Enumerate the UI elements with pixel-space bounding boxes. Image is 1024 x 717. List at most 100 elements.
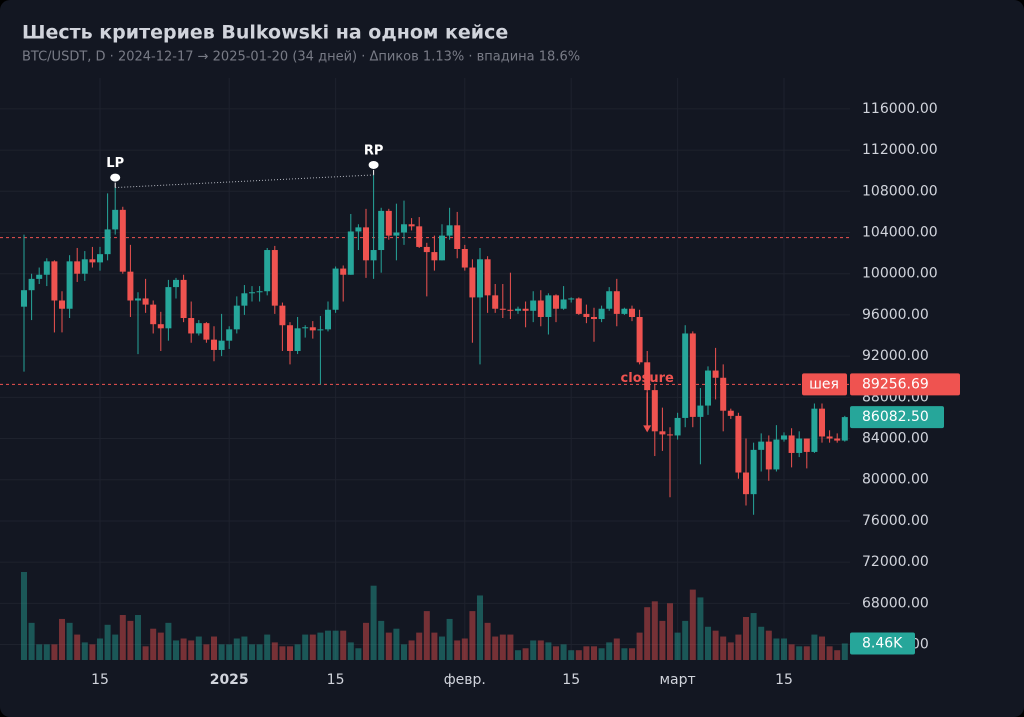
candle-body [165,287,172,329]
y-tick-label: 76000.00 [862,513,929,529]
volume-bar [712,630,719,660]
x-tick-label: 2025 [210,672,249,688]
x-tick-label: февр. [444,672,486,688]
volume-bar [249,644,255,660]
volume-bar [621,648,628,660]
volume-bar [743,616,749,660]
volume-bar [796,646,803,660]
candle-body [689,333,696,417]
candle-body [142,298,149,305]
volume-bar [188,640,195,660]
candle-body [560,299,567,309]
candle-body [218,340,225,350]
candle-body [819,408,825,437]
volume-bar [689,589,696,660]
candle-body [720,377,727,411]
volume-bar [575,650,582,660]
candle-body [271,250,278,306]
candle-body [416,226,423,247]
candle-body [636,316,643,363]
candle-body [347,231,354,275]
y-tick-label: 112000.00 [862,142,938,158]
volume-bar [705,626,711,660]
volume-bar [150,628,157,660]
y-tick-label: 92000.00 [862,348,929,364]
volume-bar [431,632,438,660]
last-volume-label: 8.46K [862,635,903,651]
candle-body [241,293,248,306]
volume-bar [157,632,164,660]
volume-bar [750,613,757,660]
volume-bar [560,644,567,660]
y-tick-label: 84000.00 [862,431,929,447]
candle-body [104,229,111,255]
neck-price-label: 89256.69 [862,376,929,392]
candle-body [59,300,65,309]
volume-bar [765,630,772,660]
volume-bar [378,620,385,660]
candle-body [682,333,689,418]
volume-bar [317,632,324,660]
candle-body [507,309,514,311]
candle-body [750,449,757,495]
volume-bar [271,642,278,660]
volume-bar [135,615,141,660]
candle-body [135,298,141,301]
last-volume-tag [850,632,915,655]
volume-bar [841,643,848,660]
candle-body [773,439,780,470]
volume-bar [469,611,476,660]
chart-subtitle: BTC/USDT, D · 2024-12-17 → 2025-01-20 (3… [22,50,580,65]
candle-body [674,417,681,436]
candle-body [803,438,810,452]
volume-bar [819,636,825,660]
volume-bar [583,646,590,660]
candle-body [81,259,88,274]
volume-bar [363,622,369,660]
candle-body [363,227,369,261]
volume-bar [180,638,187,660]
candle-body [492,295,499,309]
candle-body [537,300,544,317]
y-tick-label: 80000.00 [862,472,929,488]
candle-body [781,435,787,440]
x-tick-label: 15 [327,672,345,688]
candle-body [309,327,316,331]
candle-body [355,227,362,232]
y-tick-label: 72000.00 [862,554,929,570]
pivot-label: LP [106,156,124,171]
candle-body [712,370,719,378]
volume-bar [21,572,27,660]
candle-body [454,225,461,249]
volume-bar [370,585,377,660]
candle-body [150,304,157,325]
candle-body [180,279,187,319]
volume-bar [264,634,271,660]
volume-bar [439,636,445,660]
volume-bar [636,632,643,660]
candle-body [758,441,765,450]
candle-body [226,329,233,341]
volume-bar [142,646,149,660]
volume-bar [499,634,506,660]
candle-body [287,325,293,351]
volume-bar [613,638,620,660]
candle-body [279,305,286,326]
candle-body [591,316,597,320]
volume-bar [165,622,172,660]
candle-body [659,431,666,435]
volume-bar [203,644,210,660]
volume-bar [788,644,795,660]
candle-body [439,235,445,261]
candle-body [408,224,415,227]
volume-bar [720,636,727,660]
volume-bar [340,630,347,660]
candle-body [644,362,651,391]
volume-bar [173,640,179,660]
candle-body [340,268,347,275]
candle-body [51,261,58,301]
candle-body [446,225,453,236]
candle-body [317,329,324,331]
candle-body [788,435,795,453]
y-tick-label: 108000.00 [862,183,938,199]
